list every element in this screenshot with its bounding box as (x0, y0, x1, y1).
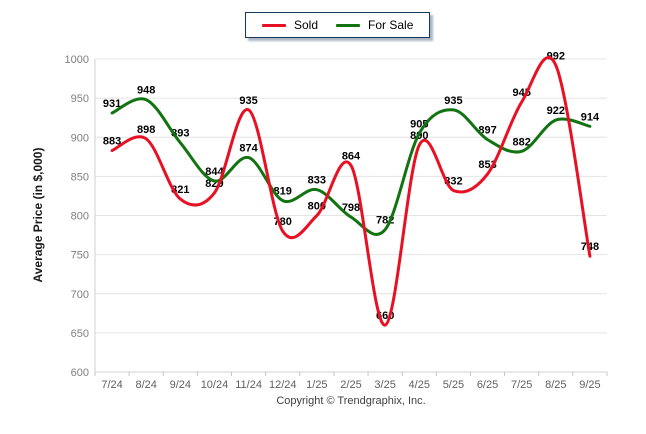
x-axis-label: 9/25 (579, 379, 600, 391)
y-tick-label: 1000 (65, 54, 89, 66)
data-label-for-sale: 948 (137, 85, 155, 97)
x-axis-label: 7/24 (101, 379, 122, 391)
x-axis-label: 10/24 (201, 379, 229, 391)
y-tick-label: 700 (71, 289, 89, 301)
data-label-for-sale: 844 (205, 166, 224, 178)
data-label-sold: 864 (342, 150, 361, 162)
y-tick-label: 850 (71, 171, 89, 183)
y-tick-label: 600 (71, 367, 89, 379)
y-tick-label: 750 (71, 250, 89, 262)
series-line-sold (110, 55, 592, 327)
legend-line-swatch (262, 23, 286, 27)
legend-item-for-sale: For Sale (336, 18, 413, 32)
x-axis-label: 4/25 (409, 379, 430, 391)
x-axis-label: 12/24 (269, 379, 297, 391)
data-label-for-sale: 874 (239, 143, 258, 155)
data-label-sold: 898 (137, 124, 155, 136)
data-label-for-sale: 931 (103, 98, 121, 110)
x-axis-label: 11/24 (235, 379, 262, 391)
x-axis-label: 5/25 (443, 379, 464, 391)
y-tick-label: 650 (71, 328, 89, 340)
x-axis-label: 1/25 (306, 379, 327, 391)
x-axis-label: 7/25 (511, 379, 532, 391)
data-label-sold: 935 (239, 95, 257, 107)
data-label-for-sale: 922 (547, 105, 565, 117)
legend-item-label: For Sale (368, 18, 414, 32)
x-axis-label: 6/25 (477, 379, 498, 391)
data-label-for-sale: 905 (410, 118, 428, 130)
y-tick-label: 900 (71, 132, 89, 144)
data-label-for-sale: 935 (444, 95, 462, 107)
y-tick-label: 950 (71, 93, 89, 105)
data-label-for-sale: 897 (478, 125, 496, 137)
data-label-for-sale: 882 (512, 136, 530, 148)
data-label-for-sale: 833 (308, 175, 326, 187)
copyright-text: Copyright © Trendgraphix, Inc. (276, 395, 426, 407)
x-axis-label: 2/25 (340, 379, 361, 391)
legend-item-sold: Sold (262, 18, 318, 32)
legend: Sold For Sale (245, 12, 431, 38)
data-label-sold: 883 (103, 136, 121, 148)
data-label-for-sale: 798 (342, 202, 360, 214)
series-line-for-sale (110, 97, 592, 236)
x-axis-label: 8/25 (545, 379, 566, 391)
data-label-for-sale: 914 (581, 111, 600, 123)
x-axis-label: 3/25 (374, 379, 395, 391)
x-axis-label: 8/24 (135, 379, 156, 391)
legend-item-label: Sold (294, 18, 319, 32)
legend-line-swatch (336, 23, 361, 27)
y-tick-label: 800 (71, 211, 89, 223)
x-axis-label: 9/24 (170, 379, 191, 391)
